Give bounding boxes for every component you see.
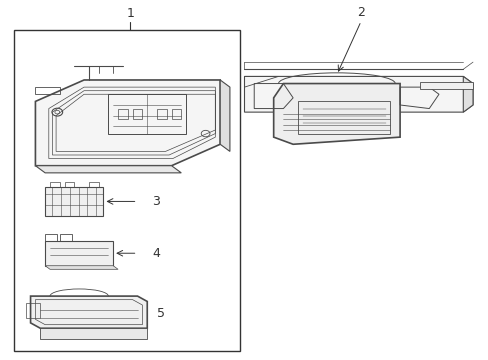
Polygon shape bbox=[35, 166, 181, 173]
Polygon shape bbox=[273, 84, 399, 144]
Text: 4: 4 bbox=[152, 247, 160, 260]
Bar bbox=[14, 30, 239, 351]
Text: 1: 1 bbox=[126, 7, 134, 20]
Text: 5: 5 bbox=[157, 307, 164, 320]
Polygon shape bbox=[244, 76, 472, 112]
Polygon shape bbox=[45, 187, 103, 216]
Polygon shape bbox=[462, 76, 472, 112]
Polygon shape bbox=[45, 266, 118, 269]
Polygon shape bbox=[45, 241, 113, 266]
Polygon shape bbox=[35, 80, 220, 166]
Text: 3: 3 bbox=[152, 195, 160, 208]
Polygon shape bbox=[30, 296, 147, 328]
Polygon shape bbox=[220, 80, 229, 152]
Polygon shape bbox=[40, 328, 147, 339]
Text: 2: 2 bbox=[357, 6, 365, 19]
Polygon shape bbox=[419, 82, 472, 89]
